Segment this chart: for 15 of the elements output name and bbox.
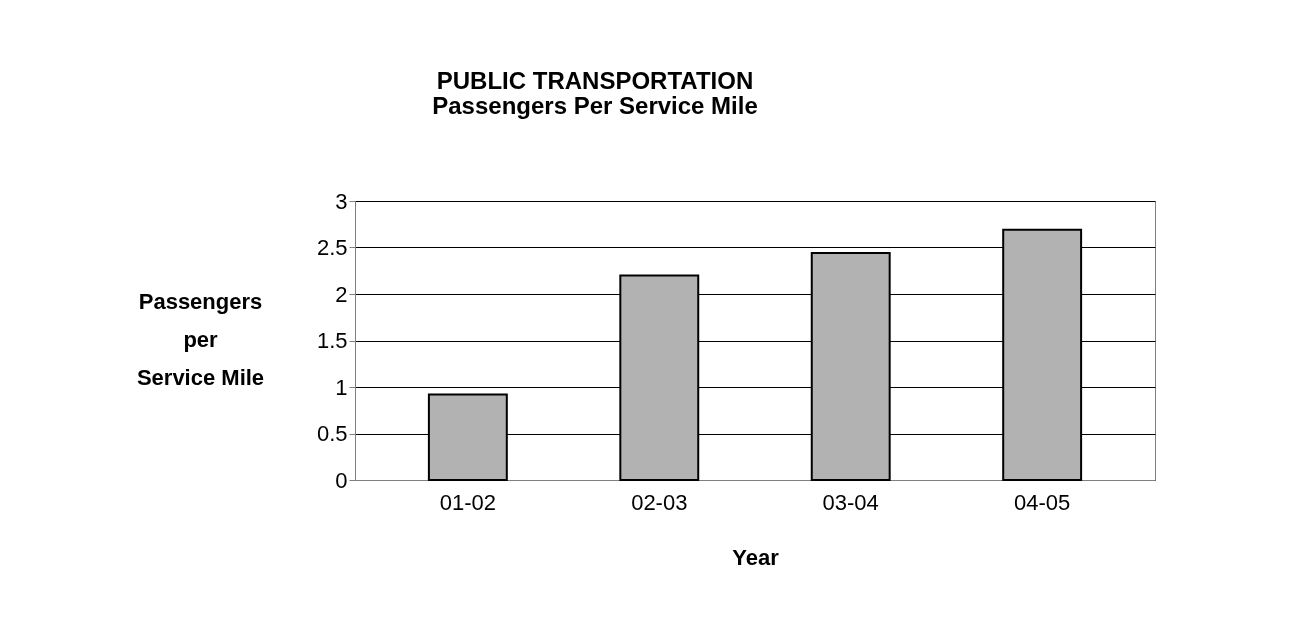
y-tick-label: 2 <box>335 281 348 307</box>
y-tick-label: 3 <box>335 188 348 214</box>
x-tick-label: 03-04 <box>822 489 879 515</box>
x-axis-title: Year <box>732 544 780 570</box>
x-tick-label: 04-05 <box>1014 489 1071 515</box>
y-tick-label: 0.5 <box>316 421 348 446</box>
chart-title: PUBLIC TRANSPORTATION <box>436 67 754 94</box>
x-tick-label: 02-03 <box>631 489 688 515</box>
y-tick-label: 2.5 <box>316 235 348 260</box>
y-axis-title: Passengers per Service Mile <box>136 289 265 390</box>
x-tick-label: 01-02 <box>439 489 496 515</box>
chart-subtitle: Passengers Per Service Mile <box>432 92 758 119</box>
y-tick-label: 0 <box>335 467 348 493</box>
y-tick-label: 1.5 <box>316 328 348 353</box>
y-tick-label: 1 <box>335 374 348 400</box>
